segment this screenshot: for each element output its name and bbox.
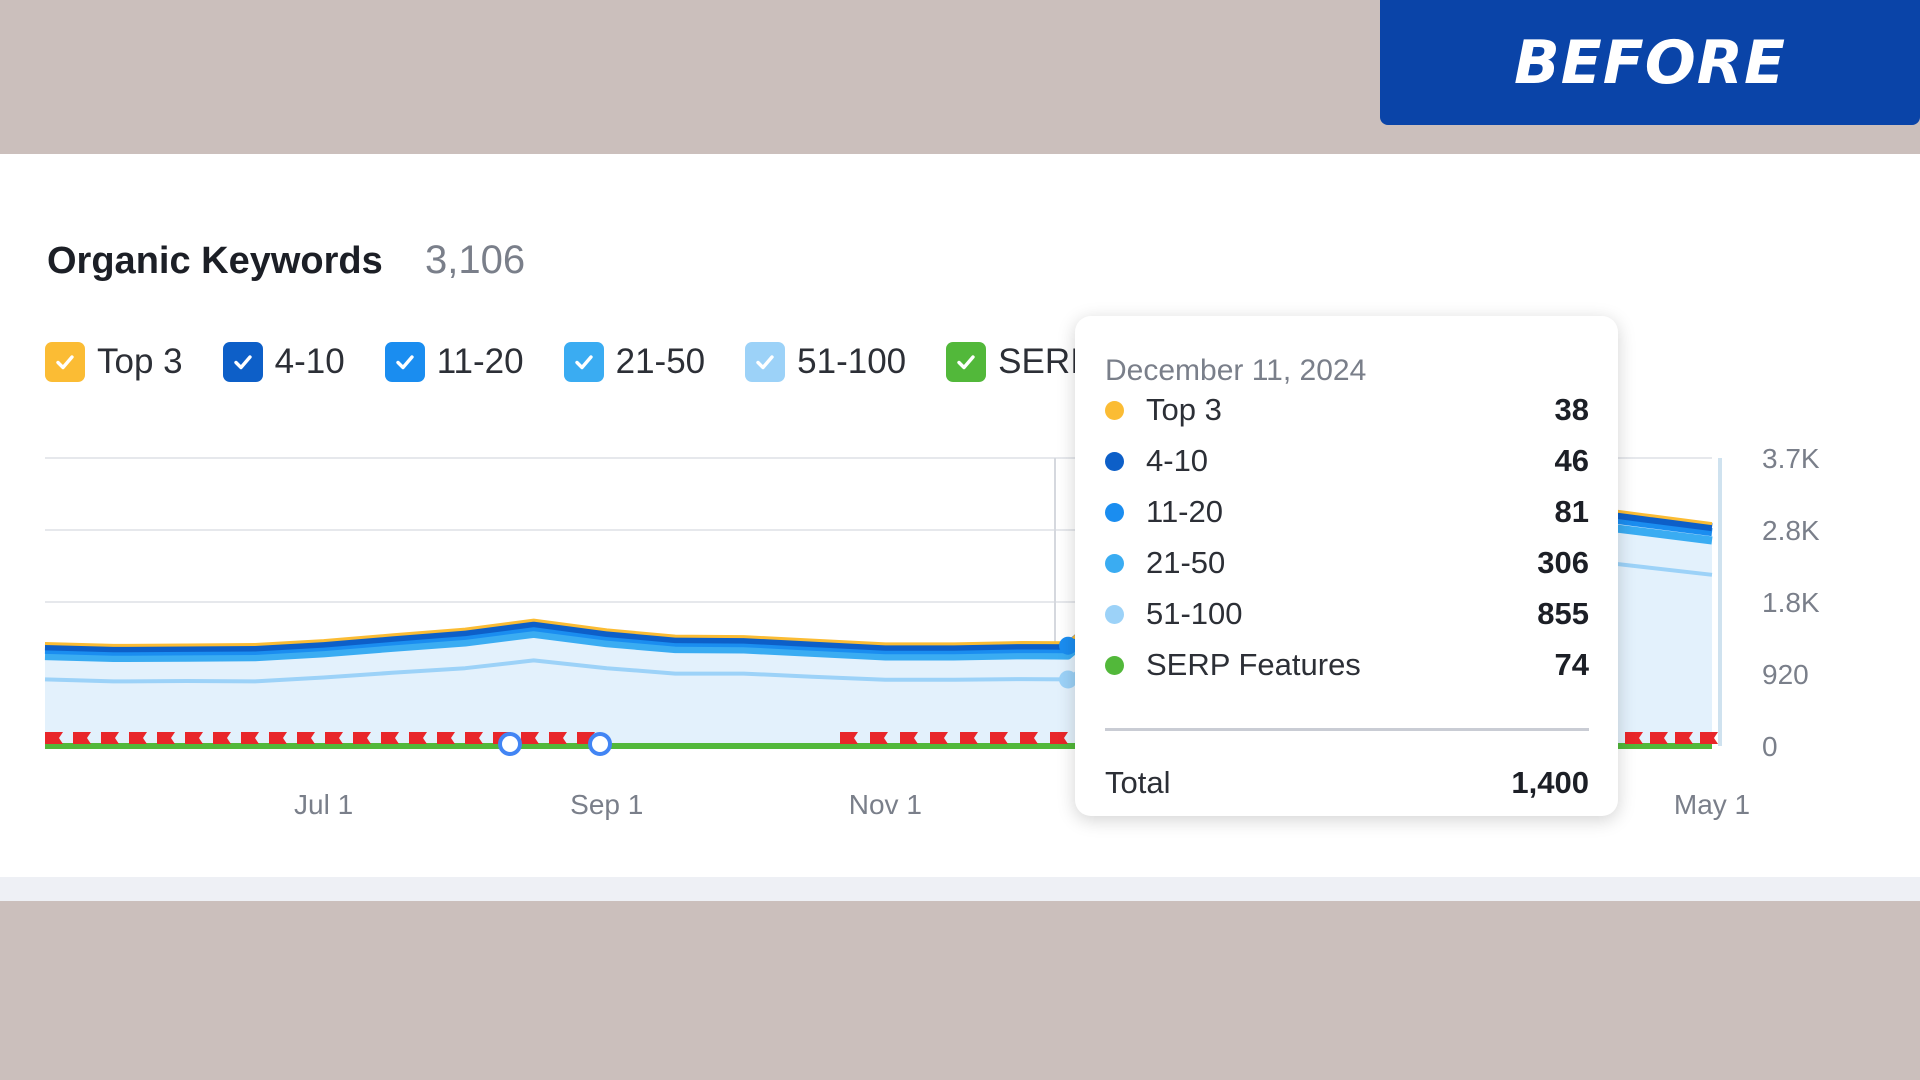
- legend-label: SERI: [998, 342, 1080, 381]
- serp-flag-icon: [900, 732, 918, 744]
- serp-flag-icon: [297, 732, 315, 744]
- tooltip-total-value: 1,400: [1511, 765, 1589, 800]
- legend-item-serp[interactable]: SERI: [946, 342, 1080, 382]
- checkbox-icon[interactable]: [563, 342, 604, 382]
- legend-item-11-20[interactable]: 11-20: [384, 342, 524, 382]
- before-label: BEFORE: [1514, 27, 1786, 98]
- serp-flag-icon: [213, 732, 231, 744]
- y-tick-label: 1.8K: [1762, 587, 1820, 618]
- tooltip-series-name: 21-50: [1146, 545, 1226, 580]
- serp-flag-icon: [960, 732, 978, 744]
- serp-flag-icon: [1020, 732, 1038, 744]
- serp-flag-icon: [157, 732, 175, 744]
- serp-flag-icon: [45, 732, 63, 744]
- legend: Top 3 4-10 11-20 21-50 51-100 SERI: [45, 342, 1120, 382]
- x-tick-label: May 1: [1674, 789, 1750, 820]
- series-dot-icon: [1105, 400, 1124, 420]
- google-update-icon: [498, 732, 522, 756]
- checkbox-icon[interactable]: [45, 342, 85, 382]
- serp-flag-icon: [1700, 732, 1718, 744]
- serp-flag-icon: [1625, 732, 1643, 744]
- checkbox-icon[interactable]: [745, 342, 786, 382]
- series-dot-icon: [1105, 655, 1124, 675]
- y-tick-label: 920: [1762, 659, 1809, 690]
- tooltip-row-4-10: 4-10 46: [1105, 439, 1589, 483]
- tooltip-row-serp: SERP Features 74: [1105, 643, 1589, 687]
- before-badge: BEFORE: [1380, 0, 1920, 125]
- tooltip-series-name: 11-20: [1146, 494, 1223, 529]
- serp-flag-icon: [930, 732, 948, 744]
- hover-point-51-100: [1059, 670, 1078, 689]
- y-tick-label: 3.7K: [1762, 443, 1820, 474]
- tooltip-series-value: 81: [1554, 494, 1589, 529]
- y-tick-label: 0: [1762, 731, 1778, 762]
- serp-flag-icon: [269, 732, 287, 744]
- tooltip-row-21-50: 21-50 306: [1105, 541, 1589, 585]
- checkbox-icon[interactable]: [946, 342, 987, 382]
- google-update-icon: [588, 732, 612, 756]
- x-tick-label: Nov 1: [849, 789, 922, 820]
- serp-flag-icon: [870, 732, 888, 744]
- chart-tooltip: December 11, 2024 Top 3 38 4-10 46 11-20…: [1075, 316, 1618, 816]
- tooltip-total-row: Total 1,400: [1105, 761, 1589, 805]
- serp-flag-icon: [437, 732, 455, 744]
- series-dot-icon: [1105, 553, 1124, 573]
- tooltip-series-value: 306: [1537, 545, 1589, 580]
- keyword-count: 3,106: [425, 238, 526, 282]
- serp-flag-icon: [409, 732, 427, 744]
- series-dot-icon: [1105, 604, 1124, 624]
- y-tick-label: 2.8K: [1762, 515, 1820, 546]
- serp-flag-icon: [840, 732, 858, 744]
- checkbox-icon[interactable]: [384, 342, 425, 382]
- tooltip-series-name: Top 3: [1146, 392, 1222, 427]
- tooltip-date: December 11, 2024: [1105, 354, 1367, 387]
- tooltip-series-name: 4-10: [1146, 443, 1209, 478]
- tooltip-row-51-100: 51-100 855: [1105, 592, 1589, 636]
- serp-flag-icon: [185, 732, 203, 744]
- x-tick-label: Sep 1: [570, 789, 643, 820]
- serp-flag-icon: [549, 732, 567, 744]
- series-dot-icon: [1105, 451, 1124, 471]
- organic-keywords-card: Organic Keywords 3,106 Top 3 4-10 11-20 …: [0, 154, 1920, 901]
- tooltip-divider: [1105, 728, 1589, 731]
- chart-title: Organic Keywords: [47, 240, 383, 282]
- tooltip-total-label: Total: [1105, 765, 1171, 800]
- legend-item-21-50[interactable]: 21-50: [563, 342, 706, 382]
- serp-flag-icon: [990, 732, 1008, 744]
- x-tick-label: Jul 1: [294, 789, 353, 820]
- serp-flag-icon: [325, 732, 343, 744]
- tooltip-series-value: 855: [1537, 596, 1589, 631]
- legend-item-4-10[interactable]: 4-10: [222, 342, 345, 382]
- tooltip-series-name: 51-100: [1146, 596, 1243, 631]
- legend-item-51-100[interactable]: 51-100: [745, 342, 906, 382]
- serp-flag-icon: [353, 732, 371, 744]
- tooltip-series-name: SERP Features: [1146, 647, 1361, 682]
- tooltip-series-value: 74: [1554, 647, 1589, 682]
- legend-label: Top 3: [97, 342, 183, 381]
- serp-flag-icon: [465, 732, 483, 744]
- keyword-area-chart[interactable]: Jul 1 Sep 1 Nov 1 May 1 3.7K 2.8K 1.8K 920 0: [0, 154, 1920, 874]
- tooltip-row-11-20: 11-20 81: [1105, 490, 1589, 534]
- legend-label: 51-100: [797, 342, 907, 381]
- serp-flag-icon: [129, 732, 147, 744]
- legend-label: 21-50: [615, 342, 706, 381]
- tooltip-series-value: 38: [1554, 392, 1589, 427]
- legend-label: 11-20: [436, 342, 524, 381]
- serp-flag-icon: [1675, 732, 1693, 744]
- serp-flag-icon: [73, 732, 91, 744]
- legend-label: 4-10: [274, 342, 345, 381]
- serp-flag-icon: [381, 732, 399, 744]
- hover-point-4-10: [1059, 636, 1078, 655]
- tooltip-series-value: 46: [1554, 443, 1589, 478]
- serp-flag-icon: [1050, 732, 1068, 744]
- serp-flag-icon: [101, 732, 119, 744]
- serp-flag-icon: [521, 732, 539, 744]
- checkbox-icon[interactable]: [222, 342, 263, 382]
- series-dot-icon: [1105, 502, 1124, 522]
- serp-flag-icon: [1650, 732, 1668, 744]
- serp-flag-icon: [241, 732, 259, 744]
- legend-item-top3[interactable]: Top 3: [45, 342, 183, 382]
- tooltip-row-top3: Top 3 38: [1105, 388, 1589, 432]
